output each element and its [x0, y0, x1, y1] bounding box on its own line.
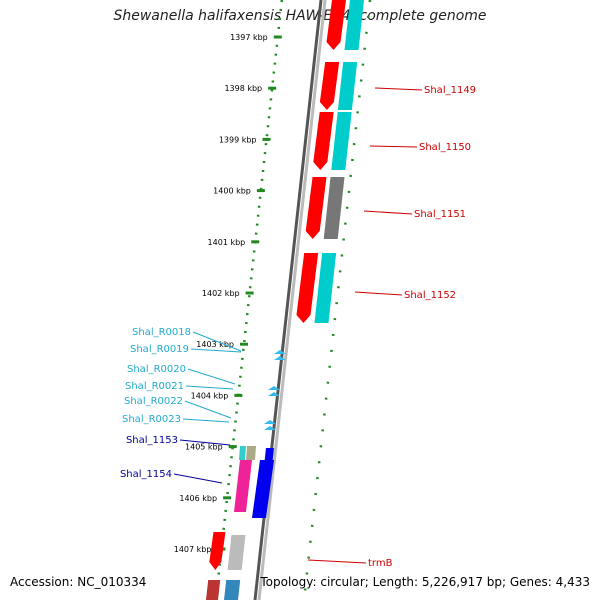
red-gene-block [326, 0, 346, 50]
gene-label-left: Shal_R0018 [132, 327, 191, 338]
ruler-tick-label: 1404 kbp [191, 391, 229, 400]
ruler-tick-label: 1398 kbp [224, 84, 262, 93]
map-title: Shewanella halifaxensis HAW-EB4, complet… [113, 8, 487, 24]
gene-label-connector [184, 400, 232, 419]
genome-axis-shadow [257, 0, 327, 600]
gene-label-connector [307, 559, 367, 564]
ruler-tick-label: 1402 kbp [202, 289, 240, 298]
gene-label-left: Shal_R0022 [124, 396, 183, 407]
red-gene-block [313, 112, 334, 170]
rna-chevron [274, 356, 286, 360]
ruler-tick-label: 1399 kbp [219, 135, 257, 144]
ruler-tick-label: 1403 kbp [196, 340, 234, 349]
gene-label-right: Shal_1150 [419, 142, 471, 153]
gene-label-left: Shal_R0023 [122, 414, 181, 425]
gene-label-right: Shal_1149 [424, 85, 476, 96]
ruler-tick-label: 1397 kbp [230, 33, 268, 42]
gene-label-right: Shal_1151 [414, 209, 466, 220]
gene-label-left: Shal_R0019 [130, 344, 189, 355]
rna-chevron [268, 392, 280, 396]
gene-label-left: Shal_1154 [120, 469, 172, 480]
grey-cds-block [227, 535, 246, 570]
red-gene-block [209, 532, 226, 570]
red-gene-block [296, 253, 319, 323]
rna-chevron [274, 350, 286, 354]
cyan-cds-block [239, 446, 246, 460]
grey-cds-block [323, 177, 345, 239]
gene-label-connector [187, 368, 236, 385]
gene-label-left: Shal_R0020 [127, 364, 186, 375]
gene-label-connector [190, 348, 242, 353]
blue-gene-block [252, 460, 274, 518]
red-gene-block [305, 177, 327, 239]
red-gene-block [206, 580, 221, 600]
gene-label-connector [185, 385, 234, 390]
ruler-tick-label: 1406 kbp [179, 494, 217, 503]
cyan-cds-block [337, 62, 358, 110]
rna-chevron [264, 426, 276, 430]
tan-cds-block [246, 446, 256, 460]
cyan-cds-block [331, 112, 352, 170]
gene-label-right: trmB [368, 558, 393, 569]
red-gene-block [319, 62, 340, 110]
gene-label-connector [363, 210, 413, 215]
blue-gene-head [264, 448, 274, 460]
gene-label-connector [369, 145, 418, 148]
ruler-dotted-line [214, 0, 284, 600]
cyan-cds-block [344, 0, 364, 50]
gene-label-left: Shal_R0021 [125, 381, 184, 392]
gene-label-connector [354, 291, 403, 296]
accession-text: Accession: NC_010334 [10, 575, 147, 589]
gene-label-connector [173, 473, 223, 484]
rna-chevron [264, 420, 276, 424]
gene-label-connector [374, 87, 423, 91]
gene-label-left: Shal_1153 [126, 435, 178, 446]
gene-label-connector [182, 418, 230, 423]
rna-chevron [268, 386, 280, 390]
gene-label-connector [179, 439, 231, 446]
pink-gene-block [234, 460, 252, 512]
blue-cds-block [224, 580, 241, 600]
ruler-tick-label: 1401 kbp [208, 238, 246, 247]
genome-summary-text: Topology: circular; Length: 5,226,917 bp… [260, 575, 590, 589]
ruler-tick-label: 1405 kbp [185, 443, 223, 452]
ruler-tick-label: 1407 kbp [174, 545, 212, 554]
gene-label-right: Shal_1152 [404, 290, 456, 301]
gene-label-connector [192, 331, 242, 352]
ruler-tick-label: 1400 kbp [213, 187, 251, 196]
cyan-cds-block [314, 253, 337, 323]
